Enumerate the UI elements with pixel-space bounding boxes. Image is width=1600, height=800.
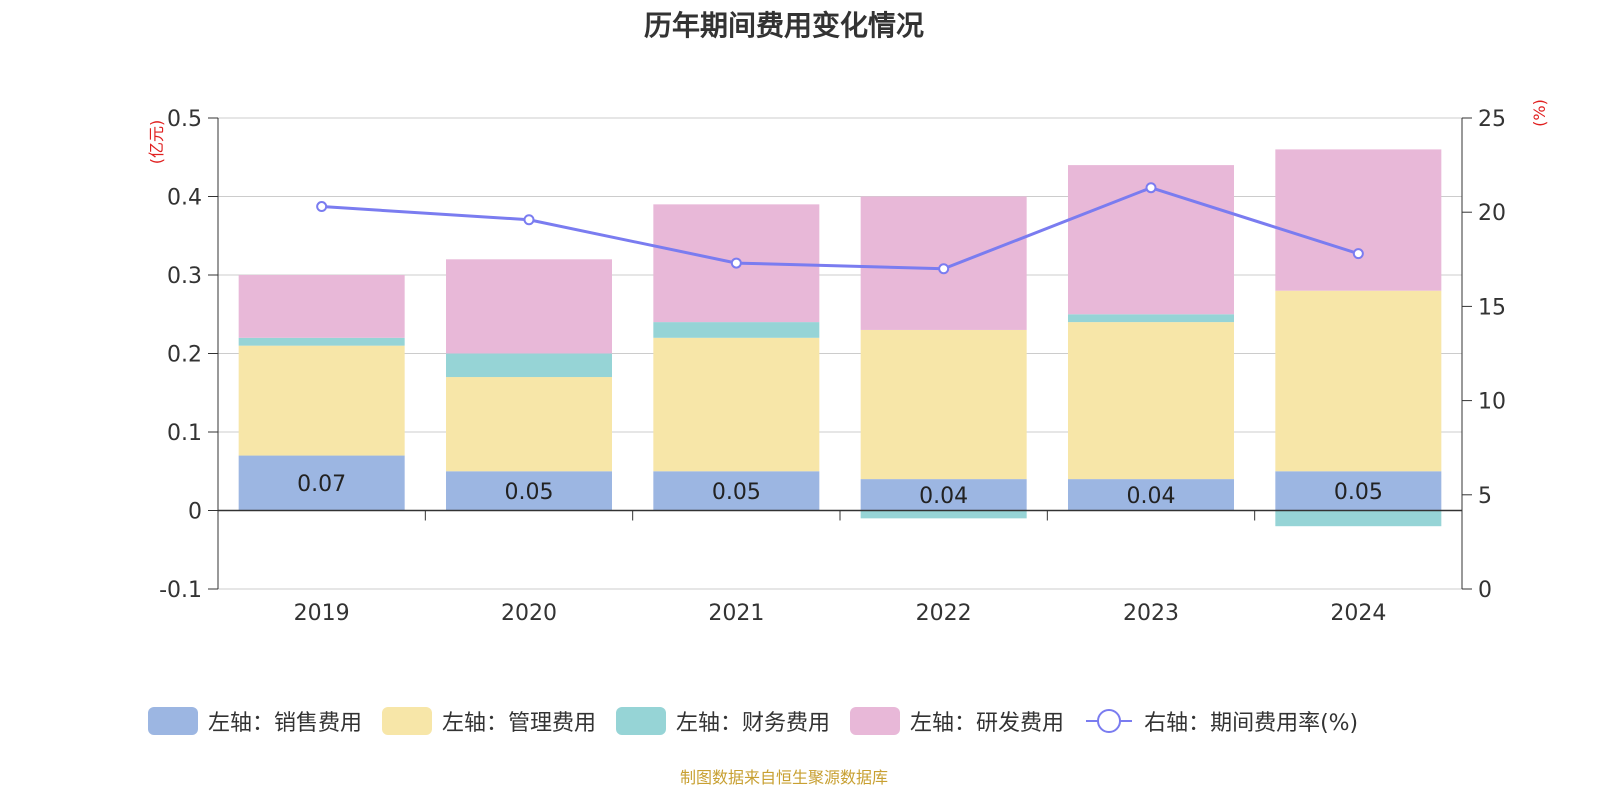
bar-rd <box>238 275 405 338</box>
bar-finance <box>860 510 1027 519</box>
x-axis-tick-label: 2022 <box>916 601 972 626</box>
x-axis-tick-label: 2023 <box>1123 601 1179 626</box>
left-axis-tick-label: 0 <box>188 500 202 525</box>
legend-item-admin[interactable]: 左轴：管理费用 <box>382 705 596 737</box>
legend-item-finance[interactable]: 左轴：财务费用 <box>616 705 830 737</box>
left-axis-tick-label: 0.5 <box>167 107 202 132</box>
data-label: 0.05 <box>505 480 554 505</box>
left-axis-tick-label: 0.1 <box>167 421 202 446</box>
bar-finance <box>1275 510 1442 527</box>
left-axis-unit: (亿元) <box>147 120 166 165</box>
bar-sales <box>653 471 820 511</box>
bar-admin <box>238 345 405 456</box>
x-axis-tick-label: 2021 <box>708 601 764 626</box>
rate-point <box>1145 182 1157 194</box>
left-axis-tick-label: -0.1 <box>159 578 202 603</box>
rate-point <box>1352 248 1364 260</box>
legend-item-rd[interactable]: 左轴：研发费用 <box>850 705 1064 737</box>
bar-finance <box>653 322 820 338</box>
bar-admin <box>1068 322 1234 480</box>
legend-item-rate_line[interactable]: 右轴：期间费用率(%) <box>1084 705 1358 737</box>
legend-label: 左轴：财务费用 <box>676 711 831 736</box>
bar-sales <box>1068 479 1234 511</box>
bar-admin <box>1275 290 1442 472</box>
left-axis-tick-label: 0.2 <box>167 343 202 368</box>
legend-swatch <box>616 707 667 735</box>
data-label: 0.04 <box>1127 484 1176 509</box>
rate-point <box>523 214 535 226</box>
chart-canvas: -0.1 0 0.1 0.2 0.3 0.4 0.5 0 5 10 15 20 25 (亿元) (%) 0.0… <box>147 99 1549 626</box>
right-axis-tick-label: 10 <box>1478 390 1506 415</box>
legend-label: 右轴：期间费用率(%) <box>1144 711 1359 736</box>
bar-sales <box>238 455 405 511</box>
legend-item-sales[interactable]: 左轴：销售费用 <box>148 705 362 737</box>
legend-swatch <box>148 707 198 735</box>
x-axis-tick-label: 2020 <box>501 601 557 626</box>
right-axis-tick-label: 15 <box>1478 295 1506 320</box>
right-axis-tick-label: 5 <box>1478 484 1492 509</box>
right-axis-unit: (%) <box>1530 99 1549 127</box>
bar-admin <box>653 337 820 472</box>
legend-swatch <box>850 707 901 735</box>
data-label: 0.05 <box>712 480 761 505</box>
legend-line-marker-icon <box>1086 709 1133 733</box>
right-axis-tick-label: 0 <box>1478 578 1492 603</box>
left-axis-tick-label: 0.4 <box>167 186 202 211</box>
rate-point <box>730 257 742 269</box>
legend-label: 左轴：销售费用 <box>208 711 363 736</box>
left-axis-tick-label: 0.3 <box>167 264 202 289</box>
data-label: 0.07 <box>297 472 346 497</box>
bar-admin <box>860 329 1027 480</box>
bar-sales <box>446 471 612 511</box>
bar-finance <box>446 353 612 378</box>
legend-swatch <box>382 707 433 735</box>
bar-finance <box>238 337 405 346</box>
bar-admin <box>446 377 612 472</box>
rate-line <box>321 186 1359 271</box>
x-axis-tick-label: 2019 <box>294 601 350 626</box>
chart-legend: 左轴：销售费用 左轴：管理费用 左轴：财务费用 左轴：研发费用 右轴：期间费用率(%) <box>148 704 1378 738</box>
rate-point <box>316 201 328 213</box>
data-label: 0.05 <box>1334 480 1383 505</box>
bar-sales <box>1275 471 1442 511</box>
legend-label: 左轴：研发费用 <box>910 711 1065 736</box>
rate-point <box>938 263 950 275</box>
x-axis-tick-label: 2024 <box>1330 601 1386 626</box>
bar-rd <box>1275 149 1442 291</box>
legend-label: 左轴：管理费用 <box>442 711 597 736</box>
right-axis-tick-label: 25 <box>1478 107 1506 132</box>
bar-rd <box>446 259 612 354</box>
data-label: 0.04 <box>919 484 968 509</box>
bar-sales <box>860 479 1027 511</box>
right-axis-tick-label: 20 <box>1478 201 1506 226</box>
bar-finance <box>1068 314 1234 323</box>
chart-title: 历年期间费用变化情况 <box>643 9 924 42</box>
source-note: 制图数据来自恒生聚源数据库 <box>679 768 888 787</box>
